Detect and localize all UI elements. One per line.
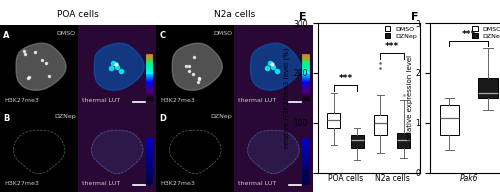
- Text: H3K27me3: H3K27me3: [160, 181, 195, 186]
- Text: H3K27me3: H3K27me3: [4, 181, 39, 186]
- PathPatch shape: [374, 115, 387, 135]
- Text: DZNep: DZNep: [54, 114, 76, 119]
- Text: N2a cells: N2a cells: [214, 11, 255, 19]
- Text: F: F: [410, 12, 418, 22]
- Polygon shape: [250, 43, 300, 90]
- Text: E: E: [299, 12, 306, 22]
- Text: POA cells: POA cells: [57, 11, 99, 19]
- PathPatch shape: [398, 133, 410, 148]
- Text: B: B: [3, 114, 10, 123]
- Text: DMSO: DMSO: [56, 31, 76, 36]
- Text: H3K27me3: H3K27me3: [4, 98, 39, 103]
- Text: thermal LUT: thermal LUT: [82, 98, 120, 103]
- Polygon shape: [248, 130, 299, 174]
- Polygon shape: [92, 130, 143, 174]
- Polygon shape: [94, 43, 144, 90]
- Text: D: D: [160, 114, 166, 123]
- PathPatch shape: [350, 135, 364, 148]
- Text: thermal LUT: thermal LUT: [238, 181, 277, 186]
- Text: thermal LUT: thermal LUT: [82, 181, 120, 186]
- Text: C: C: [160, 31, 166, 40]
- PathPatch shape: [440, 105, 459, 135]
- PathPatch shape: [478, 78, 498, 98]
- Text: DZNep: DZNep: [210, 114, 232, 119]
- Text: H3K27me3: H3K27me3: [160, 98, 195, 103]
- Text: ***: ***: [338, 74, 352, 84]
- Y-axis label: relative expression level: relative expression level: [406, 55, 412, 141]
- Y-axis label: relative H3K27me3 level (%): relative H3K27me3 level (%): [284, 48, 290, 148]
- Legend: DMSO, DZNep: DMSO, DZNep: [384, 26, 417, 39]
- Text: ***: ***: [385, 42, 399, 51]
- PathPatch shape: [328, 113, 340, 128]
- Polygon shape: [172, 43, 222, 90]
- Text: ***: ***: [462, 30, 476, 39]
- Text: A: A: [3, 31, 10, 40]
- Text: thermal LUT: thermal LUT: [238, 98, 277, 103]
- Legend: DMSO, DZNep: DMSO, DZNep: [472, 26, 500, 39]
- Text: DMSO: DMSO: [213, 31, 232, 36]
- Polygon shape: [16, 43, 66, 90]
